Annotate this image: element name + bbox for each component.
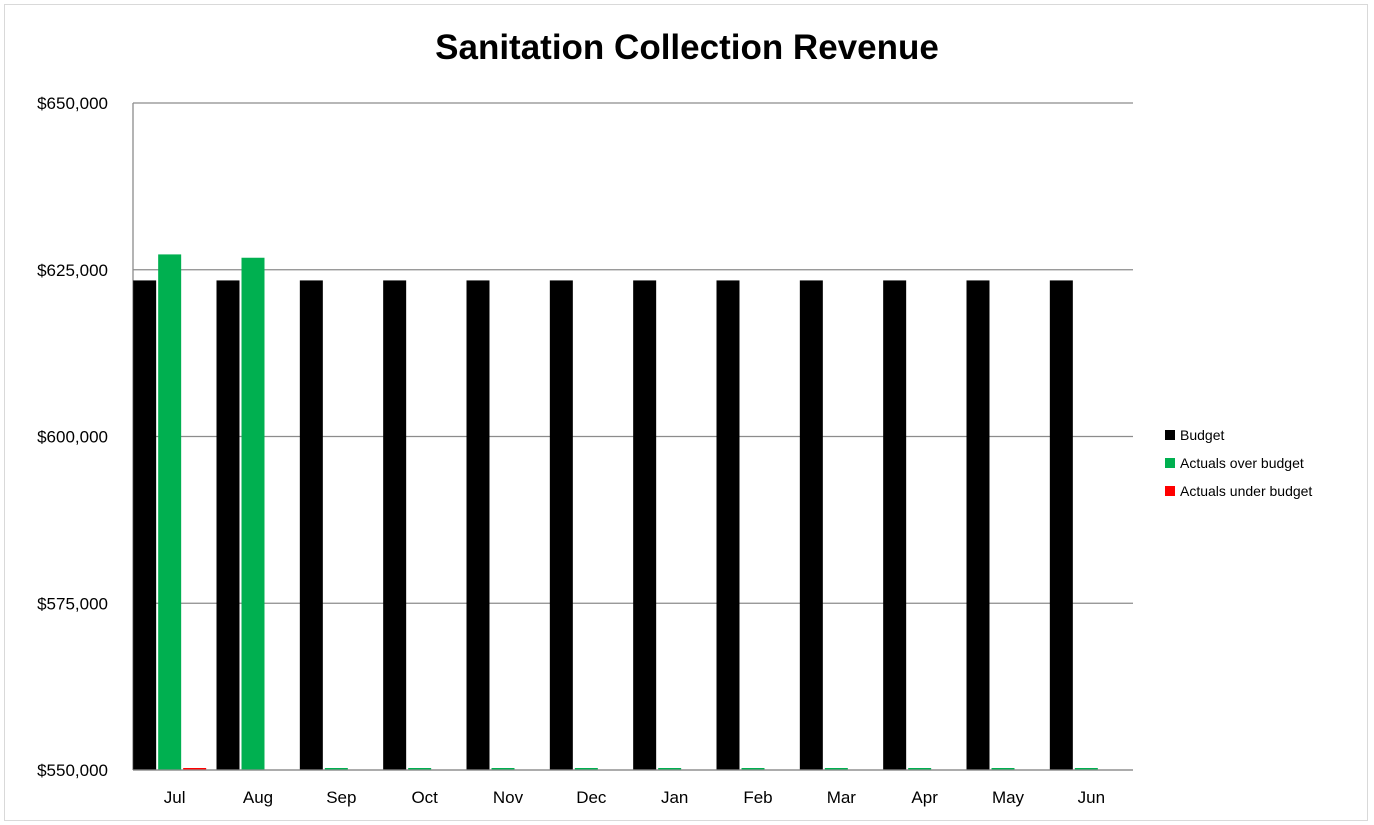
bar-budget <box>383 280 407 770</box>
legend-label-actuals-under-budget: Actuals under budget <box>1180 483 1313 499</box>
x-tick-label: Dec <box>576 788 607 807</box>
bar-actuals-over-budget <box>574 768 598 770</box>
bar-actuals-over-budget <box>991 768 1015 770</box>
bar-actuals-over-budget <box>741 768 765 770</box>
legend-label-budget: Budget <box>1180 427 1225 443</box>
y-tick-label: $650,000 <box>37 94 108 113</box>
bar-budget <box>466 280 490 770</box>
bar-actuals-over-budget <box>158 254 182 770</box>
bar-actuals-over-budget <box>1074 768 1098 770</box>
y-tick-label: $550,000 <box>37 761 108 780</box>
bar-actuals-over-budget <box>824 768 848 770</box>
bar-budget <box>1049 280 1073 770</box>
x-tick-label: Aug <box>243 788 273 807</box>
bar-budget <box>133 280 157 770</box>
bar-budget <box>799 280 823 770</box>
bar-budget <box>883 280 907 770</box>
x-tick-label: Nov <box>493 788 524 807</box>
chart-title: Sanitation Collection Revenue <box>435 28 939 67</box>
x-tick-label: Jun <box>1078 788 1105 807</box>
bar-budget <box>716 280 740 770</box>
legend-item-budget: Budget <box>1165 425 1312 445</box>
x-tick-label: Sep <box>326 788 356 807</box>
y-tick-label: $600,000 <box>37 428 108 447</box>
bar-budget <box>216 280 240 770</box>
bar-actuals-over-budget <box>491 768 515 770</box>
bar-budget <box>299 280 323 770</box>
x-tick-label: Jan <box>661 788 688 807</box>
bar-actuals-over-budget <box>324 768 348 770</box>
x-tick-label: Feb <box>743 788 772 807</box>
bar-actuals-over-budget <box>908 768 932 770</box>
legend-item-actuals-under-budget: Actuals under budget <box>1165 481 1312 501</box>
legend-swatch-actuals-over-budget <box>1165 458 1175 468</box>
x-tick-label: Oct <box>411 788 438 807</box>
x-tick-label: Jul <box>164 788 186 807</box>
x-tick-label: May <box>992 788 1025 807</box>
bar-budget <box>633 280 657 770</box>
bar-budget <box>966 280 990 770</box>
x-tick-label: Mar <box>827 788 857 807</box>
bar-actuals-under-budget <box>183 768 207 770</box>
legend-label-actuals-over-budget: Actuals over budget <box>1180 455 1304 471</box>
legend-swatch-budget <box>1165 430 1175 440</box>
y-tick-label: $575,000 <box>37 594 108 613</box>
x-tick-label: Apr <box>911 788 938 807</box>
bar-actuals-over-budget <box>241 257 265 770</box>
legend-item-actuals-over-budget: Actuals over budget <box>1165 453 1312 473</box>
legend-swatch-actuals-under-budget <box>1165 486 1175 496</box>
bar-actuals-over-budget <box>408 768 432 770</box>
bar-actuals-over-budget <box>658 768 682 770</box>
y-tick-label: $625,000 <box>37 261 108 280</box>
bar-budget <box>549 280 573 770</box>
legend: Budget Actuals over budget Actuals under… <box>1165 425 1312 509</box>
